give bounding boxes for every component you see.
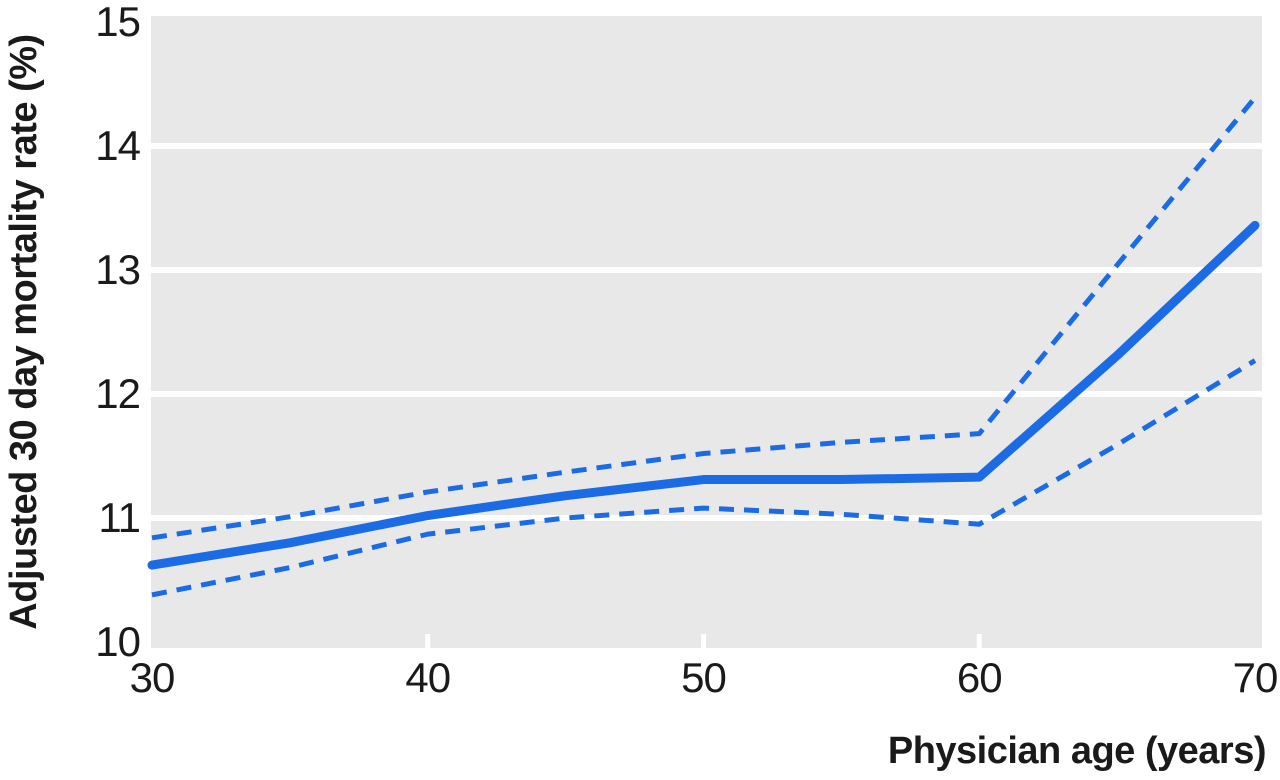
plot-area [151,16,1262,648]
lower-ci-line [151,358,1257,598]
x-tick-label-50: 50 [681,654,727,701]
x-tick-mark-60 [976,634,982,648]
y-axis-label: Adjusted 30 day mortality rate (%) [3,34,45,630]
mortality-line [147,220,1260,570]
x-tick-label-30: 30 [129,654,176,701]
x-tick-mark-50 [701,634,706,648]
y-tick-label-13: 13 [95,246,141,293]
x-tick-marks [425,634,982,648]
data-series [147,96,1260,598]
y-tick-label-12: 12 [95,370,141,417]
x-axis-label: Physician age (years) [887,730,1267,772]
x-tick-mark-40 [425,634,431,648]
y-tick-label-14: 14 [95,122,141,169]
upper-ci-line [151,96,1257,541]
gridlines [151,143,1262,521]
x-tick-label-60: 60 [956,654,1003,701]
y-tick-label-11: 11 [98,494,141,541]
y-tick-label-15: 15 [95,0,141,45]
y-tick-label-10: 10 [95,618,141,665]
x-tick-label-40: 40 [405,654,451,701]
x-tick-label-70: 70 [1232,654,1279,701]
